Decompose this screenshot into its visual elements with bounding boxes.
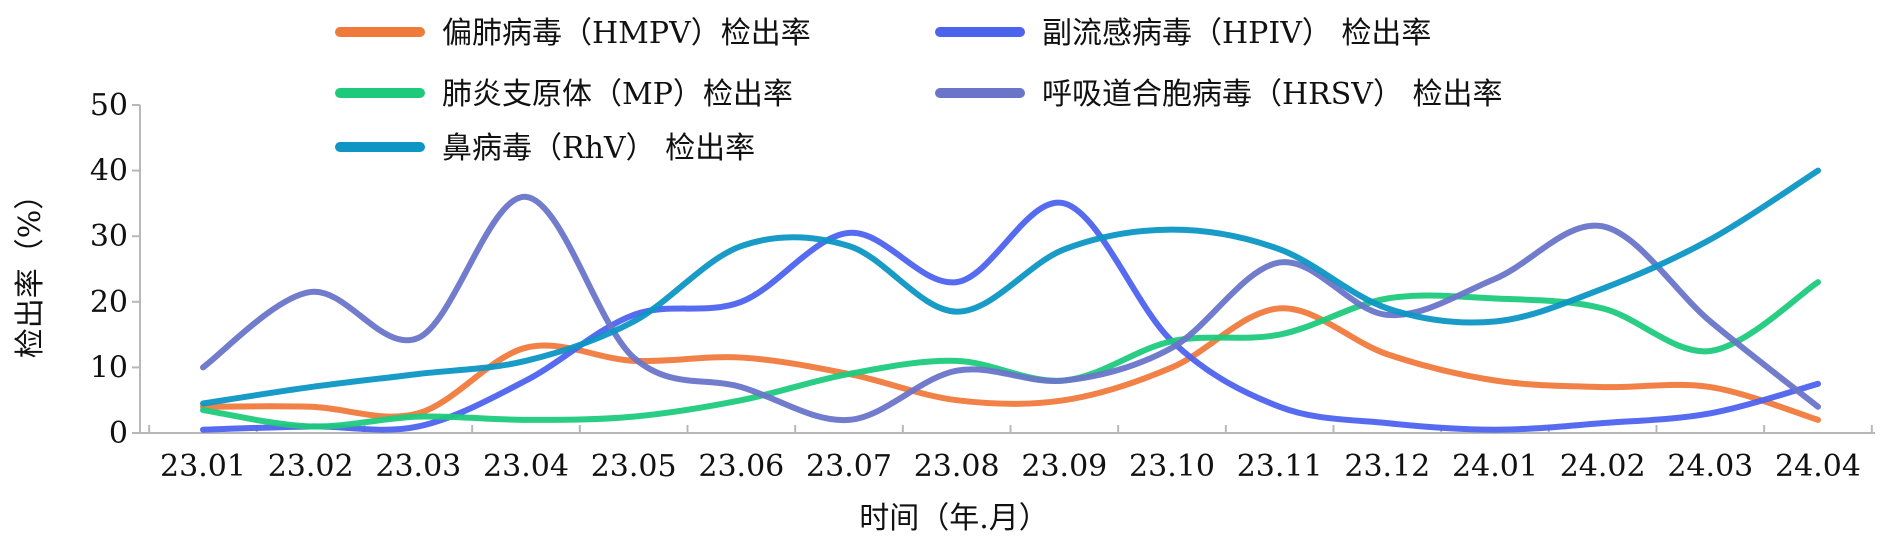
legend: 偏肺病毒（HMPV）检出率 副流感病毒（HPIV） 检出率肺炎支原体（MP）检出率…: [335, 16, 1503, 166]
x-tick-label: 23.12: [1344, 449, 1430, 484]
x-tick-label: 24.01: [1452, 449, 1538, 484]
y-tick-label: 40: [90, 154, 128, 189]
x-tick-label: 23.05: [591, 449, 677, 484]
legend-label: 呼吸道合胞病毒（HRSV） 检出率: [1042, 77, 1503, 112]
x-tick-label: 23.08: [914, 449, 1000, 484]
y-tick-label: 0: [109, 416, 128, 451]
y-tick-label: 20: [90, 285, 128, 320]
x-tick-label: 23.10: [1129, 449, 1215, 484]
y-axis-title: 检出率（%）: [13, 180, 48, 359]
x-axis-ticks: 23.01 23.02 23.03 23.04 23.05 23.06 23.07 23.08…: [148, 425, 1873, 484]
x-tick-label: 23.04: [483, 449, 569, 484]
hmpv-series-line: [200, 305, 1821, 423]
x-tick-label: 23.06: [698, 449, 784, 484]
x-tick-label: 24.04: [1775, 449, 1861, 484]
x-tick-label: 23.01: [160, 449, 246, 484]
x-tick-label: 23.11: [1237, 449, 1323, 484]
rhv-series-line: [200, 167, 1821, 407]
legend-label: 偏肺病毒（HMPV）检出率: [442, 16, 811, 51]
x-tick-label: 23.02: [268, 449, 354, 484]
legend-label: 副流感病毒（HPIV） 检出率: [1042, 16, 1431, 51]
y-tick-label: 50: [90, 88, 128, 123]
y-tick-label: 10: [90, 350, 128, 385]
hpiv-series-line: [200, 199, 1821, 433]
legend-label: 肺炎支原体（MP）检出率: [442, 77, 793, 112]
hrsv-series-line: [200, 193, 1821, 423]
series-lines: [200, 167, 1821, 433]
x-tick-label: 23.07: [806, 449, 892, 484]
legend-label: 鼻病毒（RhV） 检出率: [442, 131, 755, 166]
y-tick-label: 30: [90, 219, 128, 254]
x-tick-label: 23.03: [375, 449, 461, 484]
legend-item-hpiv: 副流感病毒（HPIV） 检出率: [935, 16, 1431, 51]
legend-item-rhv: 鼻病毒（RhV） 检出率: [335, 131, 755, 166]
legend-item-hmpv: 偏肺病毒（HMPV）检出率: [335, 16, 811, 51]
y-axis-ticks: 0 10 20 30 40 50: [90, 88, 140, 451]
axes: [139, 105, 1875, 434]
x-tick-label: 23.09: [1021, 449, 1107, 484]
x-tick-label: 24.03: [1667, 449, 1753, 484]
x-axis-title: 时间（年.月）: [859, 501, 1049, 536]
legend-item-hrsv: 呼吸道合胞病毒（HRSV） 检出率: [935, 77, 1503, 112]
x-tick-label: 24.02: [1560, 449, 1646, 484]
legend-item-mp: 肺炎支原体（MP）检出率: [335, 77, 793, 112]
